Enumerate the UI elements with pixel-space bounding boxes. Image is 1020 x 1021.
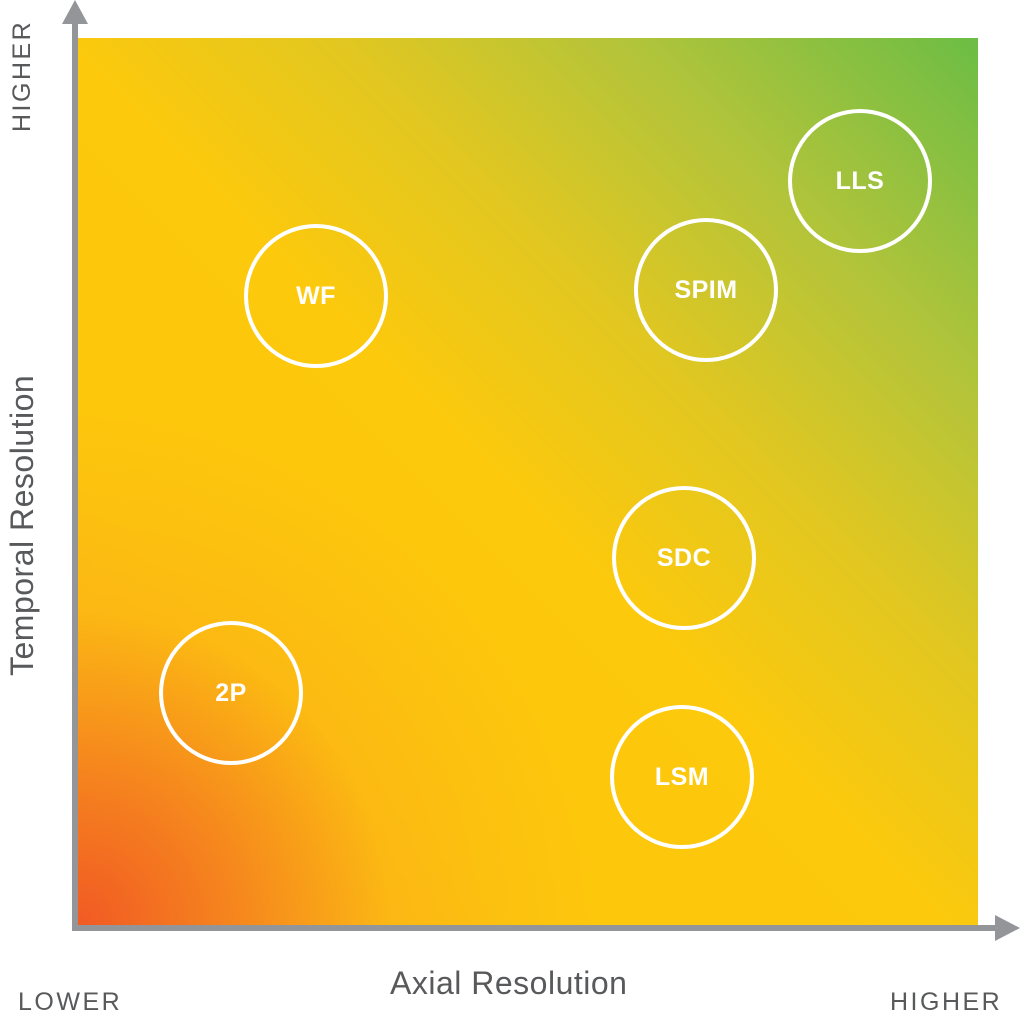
bubble-2p: 2P	[159, 621, 303, 765]
bubble-label: 2P	[215, 678, 247, 707]
bubble-lsm: LSM	[610, 705, 754, 849]
x-axis-high-label: HIGHER	[890, 988, 1003, 1016]
bubble-lls: LLS	[788, 109, 932, 253]
y-axis-arrow-icon	[62, 0, 88, 24]
bubble-spim: SPIM	[634, 218, 778, 362]
x-axis-arrow-icon	[995, 915, 1020, 941]
bubble-label: WF	[296, 281, 336, 310]
y-axis-line	[72, 18, 78, 931]
y-axis-high-label: HIGHER	[8, 19, 36, 132]
bubble-wf: WF	[244, 224, 388, 368]
x-axis-title: Axial Resolution	[390, 965, 628, 1001]
bubble-sdc: SDC	[612, 486, 756, 630]
bubble-label: LSM	[654, 762, 710, 791]
bubble-label: LLS	[835, 166, 885, 195]
x-axis-low-label: LOWER	[18, 988, 123, 1016]
bubble-label: SPIM	[674, 275, 738, 304]
x-axis-line	[72, 925, 1000, 931]
bubble-label: SDC	[656, 543, 712, 572]
y-axis-title: Temporal Resolution	[4, 374, 40, 676]
